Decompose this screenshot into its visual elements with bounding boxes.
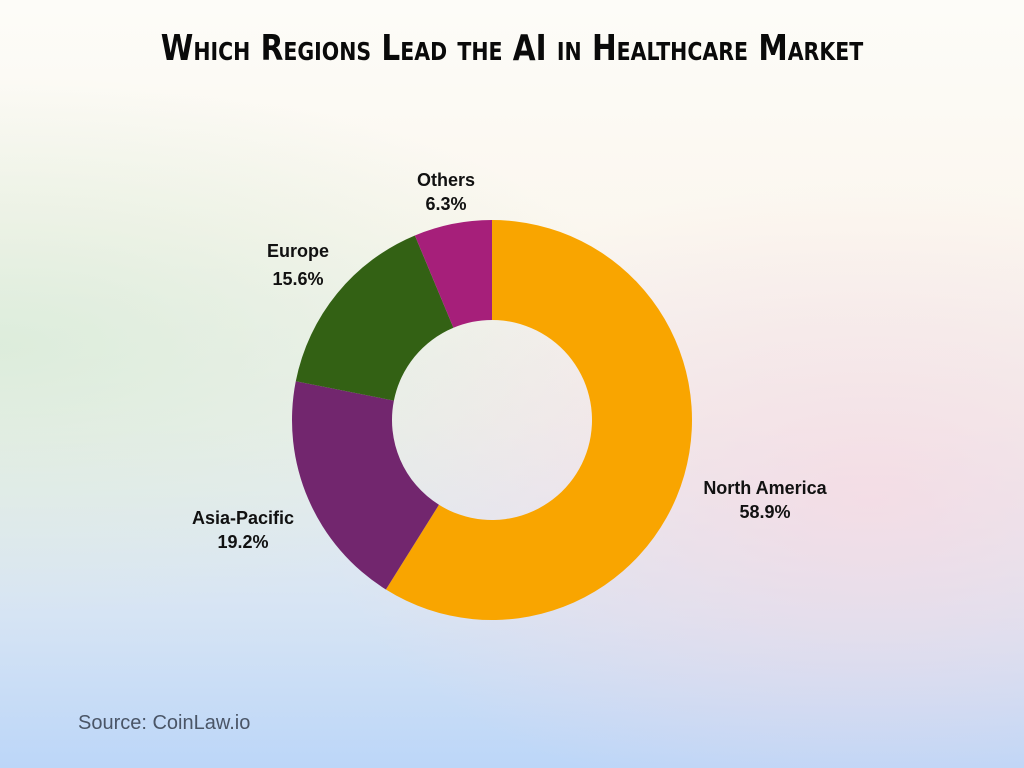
label-others: Others 6.3% bbox=[386, 168, 506, 216]
label-asia-pacific-value: 19.2% bbox=[217, 532, 269, 552]
label-north-america-value: 58.9% bbox=[739, 502, 791, 522]
label-others-value: 6.3% bbox=[425, 194, 467, 214]
source-note: Source: CoinLaw.io bbox=[78, 712, 251, 734]
label-europe-name: Europe bbox=[266, 241, 329, 261]
slice-europe bbox=[295, 235, 454, 401]
label-europe: Europe 15.6% bbox=[238, 237, 358, 293]
chart-title: Which Regions Lead the AI in Healthcare … bbox=[160, 28, 864, 69]
label-europe-value: 15.6% bbox=[272, 269, 324, 289]
slice-asia-pacific bbox=[292, 381, 439, 590]
label-others-name: Others bbox=[416, 170, 476, 190]
slice-others bbox=[414, 220, 492, 328]
slice-north-america bbox=[385, 220, 693, 620]
label-north-america: North America 58.9% bbox=[680, 476, 850, 524]
label-asia-pacific: Asia-Pacific 19.2% bbox=[168, 506, 318, 554]
donut-slices bbox=[292, 220, 693, 620]
label-asia-pacific-name: Asia-Pacific bbox=[191, 508, 295, 528]
label-north-america-name: North America bbox=[703, 478, 827, 498]
